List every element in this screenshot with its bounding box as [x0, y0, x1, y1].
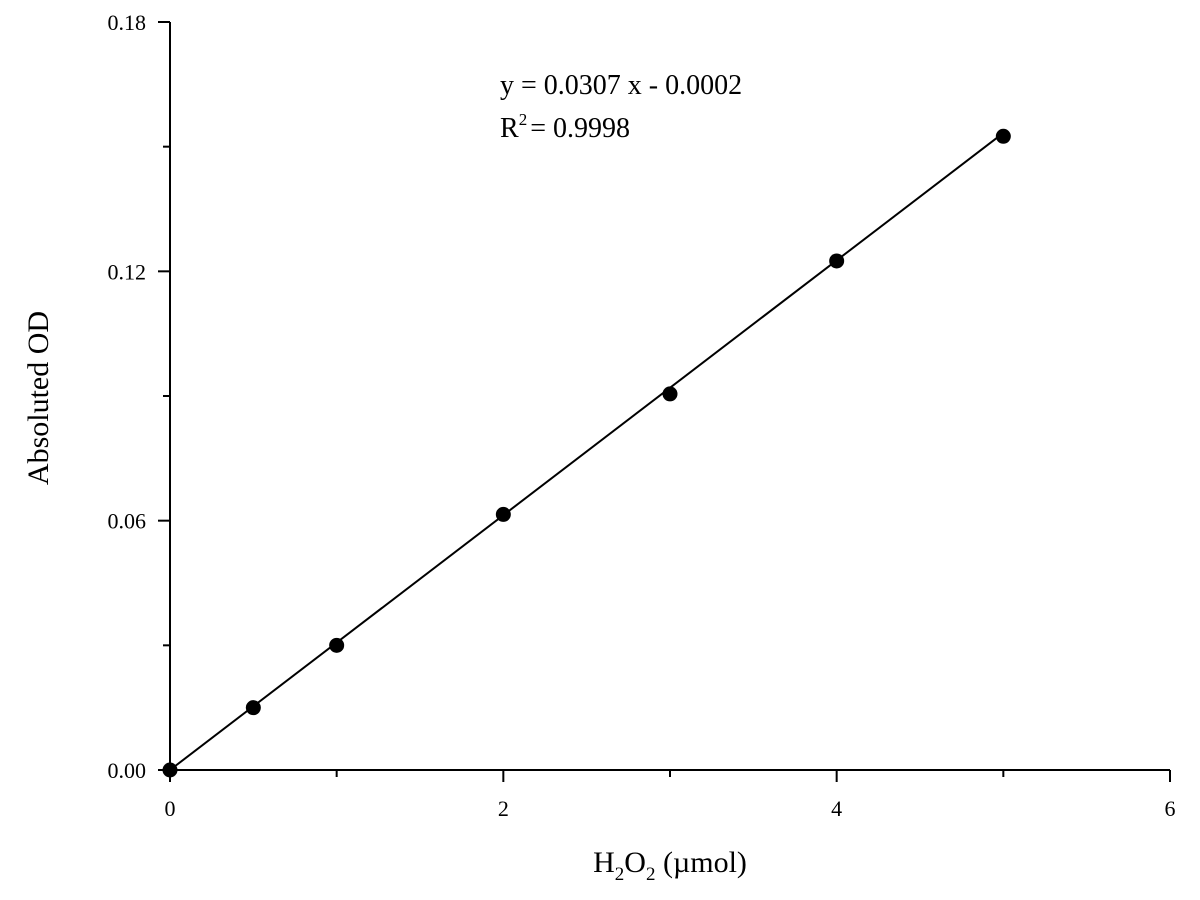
data-point [162, 762, 178, 778]
ticks: 0 2 4 6 0.00 0.06 0.12 0.18 [108, 10, 1176, 821]
data-point [829, 253, 845, 269]
x-axis-title: H2O2 (µmol) [593, 846, 747, 885]
data-point [495, 506, 511, 522]
y-tick-label: 0.00 [108, 758, 147, 783]
data-point [329, 637, 345, 653]
y-axis-title: Absoluted OD [22, 311, 55, 485]
y-tick-label: 0.18 [108, 10, 147, 35]
fit-line-group [169, 132, 1004, 771]
x-tick-label: 4 [831, 796, 842, 821]
regression-equation: y = 0.0307 x - 0.0002 [500, 70, 742, 101]
x-tick-label: 6 [1165, 796, 1176, 821]
regression-line [169, 132, 1004, 771]
x-tick-label: 2 [498, 796, 509, 821]
y-tick-label: 0.06 [108, 509, 147, 534]
x-tick-label: 0 [165, 796, 176, 821]
data-point [995, 128, 1011, 144]
data-point [662, 386, 678, 402]
data-points [162, 128, 1011, 778]
y-tick-label: 0.12 [108, 259, 147, 284]
data-point [245, 700, 261, 716]
r-squared: R2 = 0.9998 [500, 110, 630, 144]
